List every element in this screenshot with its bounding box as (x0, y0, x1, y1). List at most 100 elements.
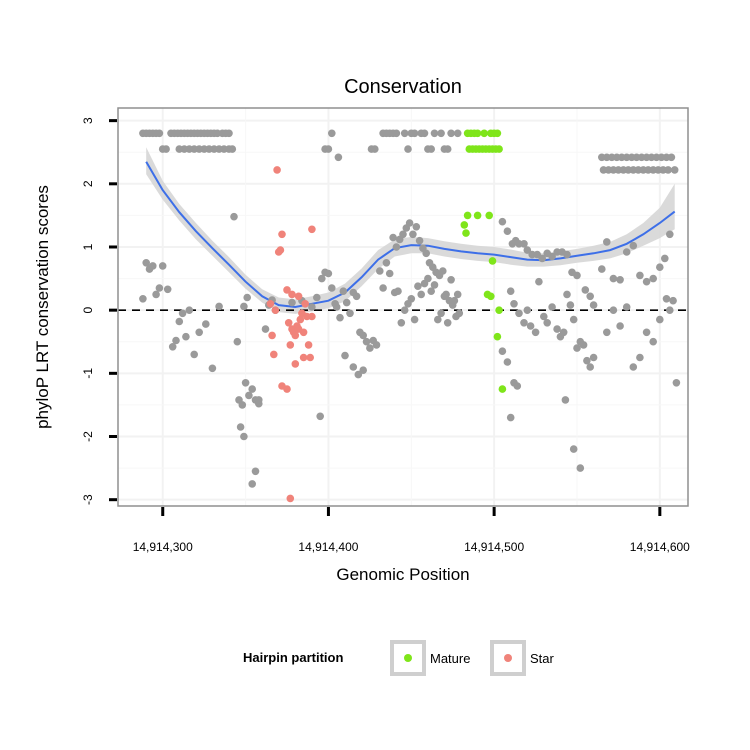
y-tick-label-3: 0 (81, 307, 95, 314)
legend: Hairpin partition Mature Star (243, 640, 555, 676)
x-axis-title: Genomic Position (336, 565, 469, 584)
point-other-229 (622, 248, 631, 256)
point-other-38 (142, 259, 150, 267)
point-other-140 (412, 223, 421, 231)
point-other-242 (622, 303, 631, 311)
point-other-161 (414, 282, 422, 291)
x-tick-label-3: 14,914,600 (630, 540, 690, 554)
point-other-237 (669, 296, 677, 305)
point-other-103 (324, 145, 333, 153)
point-other-92 (352, 292, 361, 301)
point-other-69 (254, 399, 263, 408)
point-other-131 (382, 259, 391, 267)
point-mature-3 (473, 129, 482, 138)
point-other-101 (316, 412, 325, 421)
point-other-236 (666, 230, 674, 239)
y-tick-label-6: 3 (81, 117, 95, 124)
y-tick-label-0: -3 (81, 494, 95, 505)
point-other-143 (422, 249, 431, 258)
point-other-218 (506, 413, 515, 422)
point-other-264 (667, 153, 676, 162)
point-other-180 (523, 246, 532, 254)
point-other-118 (404, 145, 412, 153)
chart-title: Conservation (344, 76, 462, 98)
point-other-141 (415, 236, 424, 245)
point-star-26 (304, 341, 313, 349)
point-other-57 (230, 212, 238, 221)
point-other-54 (208, 364, 217, 373)
point-other-111 (371, 145, 379, 153)
legend-item-star: Star (490, 640, 555, 676)
point-other-172 (450, 296, 459, 305)
point-other-167 (434, 315, 442, 324)
point-other-25 (225, 129, 233, 138)
point-other-37 (228, 145, 237, 153)
point-other-202 (540, 312, 548, 321)
point-other-107 (349, 363, 358, 371)
point-other-90 (346, 309, 354, 318)
point-other-60 (241, 379, 250, 387)
point-star-9 (268, 331, 276, 340)
point-other-50 (185, 306, 194, 315)
point-mature-19 (460, 221, 469, 229)
point-other-76 (243, 293, 251, 302)
point-other-7 (162, 145, 170, 153)
point-mature-21 (473, 211, 482, 220)
point-other-194 (506, 287, 515, 296)
point-other-74 (233, 337, 242, 346)
point-other-133 (389, 233, 397, 242)
point-other-108 (354, 370, 363, 379)
y-tick-label-5: 2 (81, 180, 95, 187)
point-other-224 (589, 353, 598, 362)
point-star-24 (301, 300, 310, 308)
point-other-235 (661, 254, 669, 263)
point-mature-27 (493, 332, 502, 341)
point-other-48 (178, 309, 187, 318)
point-star-0 (273, 166, 281, 174)
point-other-98 (372, 341, 381, 349)
point-mature-26 (495, 306, 503, 315)
point-other-153 (455, 309, 464, 318)
point-other-47 (175, 317, 184, 326)
point-other-62 (248, 385, 256, 393)
point-star-2 (276, 246, 285, 254)
point-mature-4 (480, 129, 489, 138)
point-other-213 (579, 341, 588, 349)
point-other-209 (566, 301, 575, 309)
point-other-168 (437, 309, 445, 318)
point-star-21 (296, 315, 305, 324)
point-other-42 (155, 284, 164, 292)
point-other-211 (573, 344, 581, 352)
point-mature-18 (463, 211, 472, 220)
point-other-46 (172, 336, 180, 345)
point-other-170 (443, 319, 452, 327)
point-other-204 (548, 303, 556, 311)
point-other-136 (399, 230, 407, 239)
point-star-29 (299, 353, 308, 362)
point-other-200 (531, 328, 540, 337)
point-other-105 (334, 153, 343, 162)
point-other-164 (424, 274, 432, 283)
point-other-51 (190, 350, 198, 359)
point-other-192 (586, 292, 594, 301)
point-other-44 (163, 285, 172, 294)
point-other-230 (629, 241, 638, 250)
point-star-7 (308, 225, 316, 234)
point-star-4 (283, 286, 291, 294)
point-star-5 (288, 290, 296, 299)
point-other-129 (447, 129, 455, 138)
legend-label-star: Star (530, 651, 555, 666)
legend-key-star (490, 640, 526, 676)
point-other-86 (332, 303, 341, 311)
point-other-126 (437, 129, 445, 138)
point-other-99 (376, 267, 384, 275)
point-other-116 (392, 129, 401, 138)
point-star-27 (306, 353, 315, 362)
y-tick-label-1: -2 (81, 431, 95, 442)
point-other-245 (642, 328, 651, 337)
point-other-169 (440, 292, 449, 301)
point-other-191 (581, 286, 590, 294)
point-other-201 (535, 277, 543, 286)
x-tick-label-2: 14,914,500 (464, 540, 524, 554)
